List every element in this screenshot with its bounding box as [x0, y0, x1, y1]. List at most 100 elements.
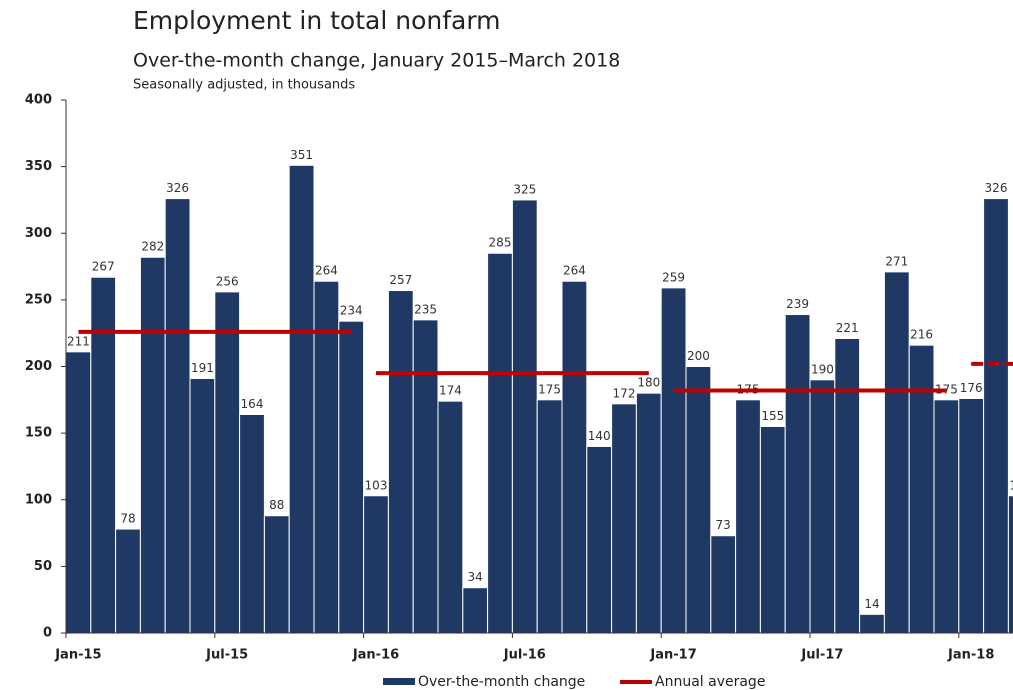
- bar: [983, 198, 1009, 634]
- value-label: 176: [960, 381, 983, 395]
- y-tick-label: 50: [34, 559, 52, 574]
- legend-swatch: [383, 678, 415, 685]
- value-label: 351: [290, 148, 313, 162]
- bar: [115, 528, 141, 634]
- bar: [635, 392, 662, 634]
- value-label: 235: [414, 302, 437, 316]
- bar: [239, 413, 265, 634]
- bar: [214, 291, 241, 634]
- value-label: 190: [811, 362, 834, 376]
- bar: [338, 320, 365, 634]
- chart-subtitle: Over-the-month change, January 2015–Marc…: [133, 50, 620, 72]
- y-tick-label: 350: [25, 159, 52, 174]
- y-tick-label: 0: [43, 626, 52, 641]
- bar: [611, 403, 637, 634]
- legend-label: Over-the-month change: [418, 674, 585, 690]
- bar: [65, 351, 92, 634]
- bar: [487, 252, 513, 634]
- value-label: 155: [761, 409, 784, 423]
- y-tick-label: 300: [25, 226, 52, 241]
- bar: [685, 366, 712, 634]
- bar: [759, 425, 786, 634]
- y-tick-label: 250: [25, 292, 52, 307]
- chart-note: Seasonally adjusted, in thousands: [133, 78, 355, 93]
- value-label: 172: [613, 386, 636, 400]
- y-tick-label: 200: [25, 359, 52, 374]
- plot-area: 211 267 78 282 326 191 256 164 88 351 264 234 103 257…: [65, 148, 1013, 634]
- value-label: 325: [513, 182, 536, 196]
- bar: [933, 399, 960, 634]
- bar: [387, 290, 414, 634]
- bar: [834, 338, 861, 634]
- value-label: 180: [637, 376, 660, 390]
- x-tick-label: Jul-16: [503, 648, 546, 663]
- value-label: 256: [216, 274, 239, 288]
- value-label: 73: [716, 518, 731, 532]
- bar: [536, 399, 563, 634]
- bar: [288, 164, 315, 634]
- value-label: 164: [241, 397, 264, 411]
- value-label: 88: [269, 498, 284, 512]
- value-label: 191: [191, 361, 214, 375]
- chart-title: Employment in total nonfarm: [133, 6, 501, 35]
- value-label: 216: [910, 328, 933, 342]
- value-label: 103: [365, 478, 388, 492]
- bar: [437, 400, 464, 634]
- value-label: 267: [92, 260, 115, 274]
- x-tick-label: Jan-16: [352, 648, 399, 663]
- bar: [363, 495, 389, 634]
- bar: [90, 276, 117, 634]
- value-label: 264: [563, 264, 586, 278]
- bar: [164, 198, 191, 634]
- value-label: 34: [468, 570, 483, 584]
- value-label: 200: [687, 349, 710, 363]
- value-label: 259: [662, 270, 685, 284]
- bar: [313, 280, 340, 634]
- value-label: 234: [340, 304, 363, 318]
- bar: [1007, 495, 1013, 634]
- value-label: 239: [786, 297, 809, 311]
- bar: [561, 280, 588, 634]
- bar: [710, 535, 737, 634]
- x-tick-label: Jul-17: [800, 648, 843, 663]
- bar: [908, 344, 935, 634]
- bar: [412, 319, 439, 634]
- value-label: 14: [864, 597, 879, 611]
- bar: [735, 399, 761, 634]
- value-label: 326: [985, 181, 1008, 195]
- value-label: 78: [120, 512, 135, 526]
- value-label: 326: [166, 181, 189, 195]
- bar: [784, 314, 811, 634]
- value-label: 211: [67, 334, 90, 348]
- y-tick-label: 100: [25, 492, 52, 507]
- bar: [958, 397, 985, 634]
- y-tick-label: 150: [25, 426, 52, 441]
- bar: [586, 445, 613, 634]
- x-tick-label: Jan-17: [649, 648, 696, 663]
- bar: [511, 199, 538, 634]
- value-label: 103: [1009, 478, 1013, 492]
- legend-label: Annual average: [655, 674, 765, 690]
- value-label: 174: [439, 384, 462, 398]
- x-tick-label: Jan-18: [947, 648, 994, 663]
- bar: [462, 587, 489, 634]
- value-label: 175: [538, 382, 561, 396]
- value-label: 271: [885, 254, 908, 268]
- bar: [859, 613, 885, 634]
- x-tick-label: Jul-15: [205, 648, 248, 663]
- value-label: 282: [141, 240, 164, 254]
- bar: [189, 377, 216, 634]
- bar: [139, 256, 166, 634]
- bar: [263, 515, 290, 634]
- value-label: 257: [389, 273, 412, 287]
- bar: [883, 271, 910, 634]
- value-label: 285: [489, 236, 512, 250]
- bar: [809, 379, 836, 634]
- value-label: 140: [588, 429, 611, 443]
- bar: [660, 287, 687, 634]
- y-tick-label: 400: [25, 93, 52, 108]
- value-label: 264: [315, 264, 338, 278]
- x-tick-label: Jan-15: [54, 648, 101, 663]
- value-label: 221: [836, 321, 859, 335]
